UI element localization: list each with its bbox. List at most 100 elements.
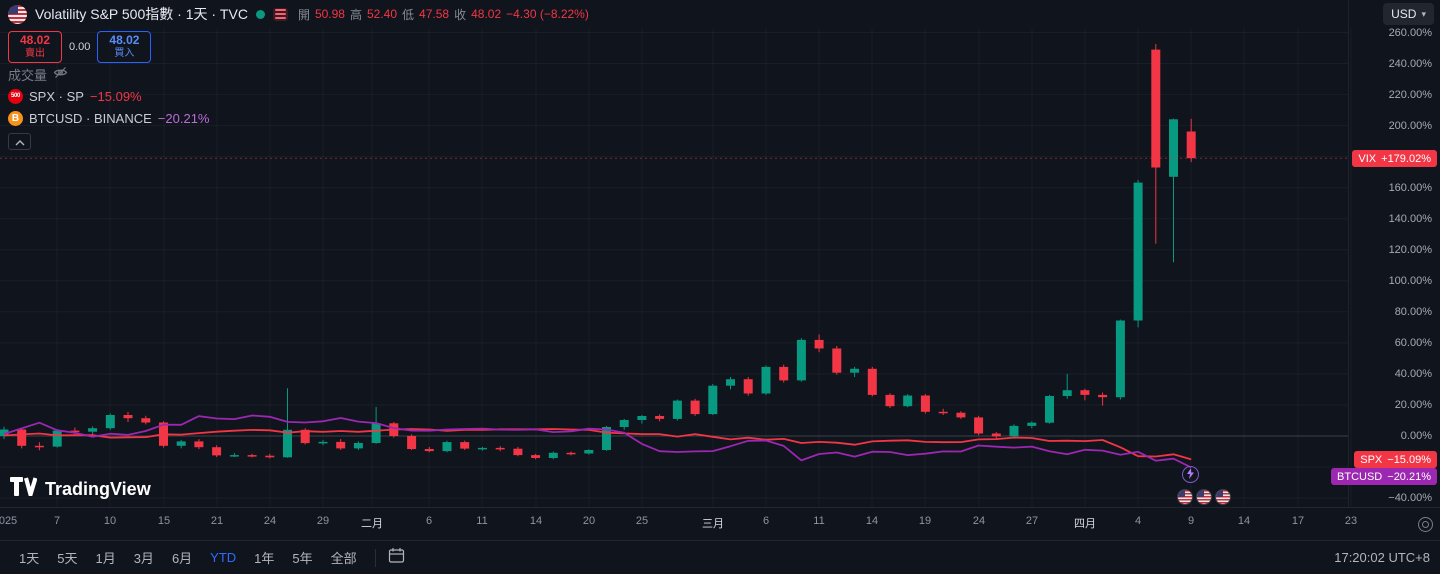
spx-symbol-label: SPX · SP xyxy=(29,88,84,104)
sell-price: 48.02 xyxy=(19,33,51,48)
btcusd-symbol-label: BTCUSD · BINANCE xyxy=(29,110,152,126)
high-value: 52.40 xyxy=(367,7,398,21)
time-tick-label: 7 xyxy=(53,515,61,527)
go-to-date-button[interactable] xyxy=(385,546,409,570)
time-tick-label: 25 xyxy=(635,515,649,527)
currency-selector[interactable]: USD ▾ xyxy=(1383,3,1434,25)
sell-button[interactable]: 48.02 賣出 xyxy=(8,31,62,63)
time-tick-label: 10 xyxy=(103,515,117,527)
news-icon[interactable] xyxy=(272,7,288,21)
range-button-3m[interactable]: 3月 xyxy=(133,551,154,566)
session-clock[interactable]: 17:20:02 UTC+8 xyxy=(1334,550,1430,565)
time-tick-label: 21 xyxy=(210,515,224,527)
low-value: 47.58 xyxy=(419,7,450,21)
eye-off-icon[interactable] xyxy=(53,65,68,83)
sp500-icon: 500 xyxy=(8,88,23,104)
time-tick-label: 14 xyxy=(865,515,879,527)
legend-item-spx[interactable]: 500 SPX · SP −15.09% xyxy=(8,88,209,104)
symbol-title[interactable]: Volatility S&P 500指數 · 1天 · TVC xyxy=(35,6,248,22)
time-tick-label: 14 xyxy=(1237,515,1251,527)
price-tick-label: 140.00% xyxy=(1388,212,1432,225)
chevron-down-icon: ▾ xyxy=(1421,8,1426,19)
volume-label: 成交量 xyxy=(8,67,48,83)
high-label: 高 xyxy=(349,7,362,22)
us-event-flag-icon[interactable] xyxy=(1177,489,1193,505)
range-selector: 1天 5天 1月 3月 6月 YTD 1年 5年 全部 xyxy=(10,544,366,571)
price-tick-label: 260.00% xyxy=(1388,26,1432,39)
time-tick-label: 11 xyxy=(813,515,825,527)
event-marker-group[interactable] xyxy=(1182,466,1199,483)
open-value: 50.98 xyxy=(314,7,345,21)
time-tick-label: 20 xyxy=(582,515,596,527)
spread-value: 0.00 xyxy=(69,41,91,53)
legend-item-btcusd[interactable]: B BTCUSD · BINANCE −20.21% xyxy=(8,110,209,126)
close-label: 收 xyxy=(454,7,467,22)
price-tick-label: −40.00% xyxy=(1388,492,1432,505)
legend-item-volume[interactable]: 成交量 xyxy=(8,65,209,83)
time-tick-label: 二月 xyxy=(361,518,383,530)
ohlc-readout: 開 50.98 高 52.40 低 47.58 收 48.02 −4.30 (−8.22… xyxy=(298,6,589,23)
range-button-1m[interactable]: 1月 xyxy=(95,551,116,566)
time-tick-label: 15 xyxy=(157,515,171,527)
range-button-ytd[interactable]: YTD xyxy=(210,550,237,565)
range-button-1d[interactable]: 1天 xyxy=(19,551,40,566)
vix-axis-badge: VIX +179.02% xyxy=(1352,150,1437,168)
time-tick-label: 三月 xyxy=(702,518,724,530)
open-label: 開 xyxy=(297,7,310,22)
watermark-text: TradingView xyxy=(45,478,151,499)
range-button-6m[interactable]: 6月 xyxy=(171,551,193,566)
btcusd-change-value: −20.21% xyxy=(157,110,210,126)
calendar-icon xyxy=(388,547,405,569)
us-event-flag-icon[interactable] xyxy=(1196,489,1212,505)
btcusd-axis-badge: BTCUSD −20.21% xyxy=(1331,468,1437,486)
spx-change-value: −15.09% xyxy=(89,88,142,104)
bitcoin-icon: B xyxy=(8,110,23,126)
us-event-flag-icon[interactable] xyxy=(1215,489,1231,505)
chevron-up-icon xyxy=(15,133,25,151)
time-tick-label: 四月 xyxy=(1074,518,1096,530)
spx-axis-badge: SPX −15.09% xyxy=(1354,451,1437,469)
time-tick-label: 19 xyxy=(918,515,932,527)
sell-label: 賣出 xyxy=(25,48,45,60)
price-tick-label: 220.00% xyxy=(1388,88,1432,101)
change-value: −4.30 (−8.22%) xyxy=(506,7,589,21)
price-tick-label: 240.00% xyxy=(1388,57,1432,70)
time-tick-label: 29 xyxy=(316,515,330,527)
range-button-1y[interactable]: 1年 xyxy=(254,551,275,566)
price-tick-label: 0.00% xyxy=(1400,430,1432,442)
lightning-icon xyxy=(1186,466,1195,484)
time-tick-label: 24 xyxy=(263,515,277,527)
bottom-toolbar: 1天 5天 1月 3月 6月 YTD 1年 5年 全部 17:20:02 UTC+8 xyxy=(0,540,1440,574)
trade-panel: 48.02 賣出 0.00 48.02 買入 xyxy=(8,31,152,63)
buy-label: 買入 xyxy=(114,48,135,60)
time-tick-label: 6 xyxy=(425,515,433,527)
range-button-all[interactable]: 全部 xyxy=(330,551,357,566)
tradingview-logo xyxy=(10,477,38,503)
price-tick-label: 120.00% xyxy=(1388,243,1432,256)
economic-event-markers xyxy=(1177,489,1231,505)
toolbar-divider xyxy=(374,548,376,567)
price-tick-label: 160.00% xyxy=(1388,181,1432,194)
chart-header: Volatility S&P 500指數 · 1天 · TVC 開 50.98 高… xyxy=(8,0,589,28)
legend-collapse-button[interactable] xyxy=(8,133,31,150)
range-button-5d[interactable]: 5天 xyxy=(57,551,78,566)
time-axis-separator xyxy=(0,507,1440,508)
buy-price: 48.02 xyxy=(109,33,140,48)
low-label: 低 xyxy=(402,7,415,22)
time-tick-label: 23 xyxy=(1344,515,1358,527)
price-tick-label: 100.00% xyxy=(1388,274,1432,287)
time-tick-label: 24 xyxy=(972,515,986,527)
axis-settings-icon[interactable] xyxy=(1418,517,1433,532)
time-tick-label: 4 xyxy=(1134,515,1142,527)
price-tick-label: 80.00% xyxy=(1394,305,1432,318)
price-tick-label: 200.00% xyxy=(1388,119,1432,132)
buy-button[interactable]: 48.02 買入 xyxy=(97,31,152,63)
time-tick-label: 14 xyxy=(529,515,543,527)
market-status-icon xyxy=(255,9,265,19)
currency-label: USD xyxy=(1391,7,1417,21)
time-tick-label: 17 xyxy=(1291,515,1305,527)
price-tick-label: 60.00% xyxy=(1394,336,1432,349)
range-button-5y[interactable]: 5年 xyxy=(292,551,313,566)
